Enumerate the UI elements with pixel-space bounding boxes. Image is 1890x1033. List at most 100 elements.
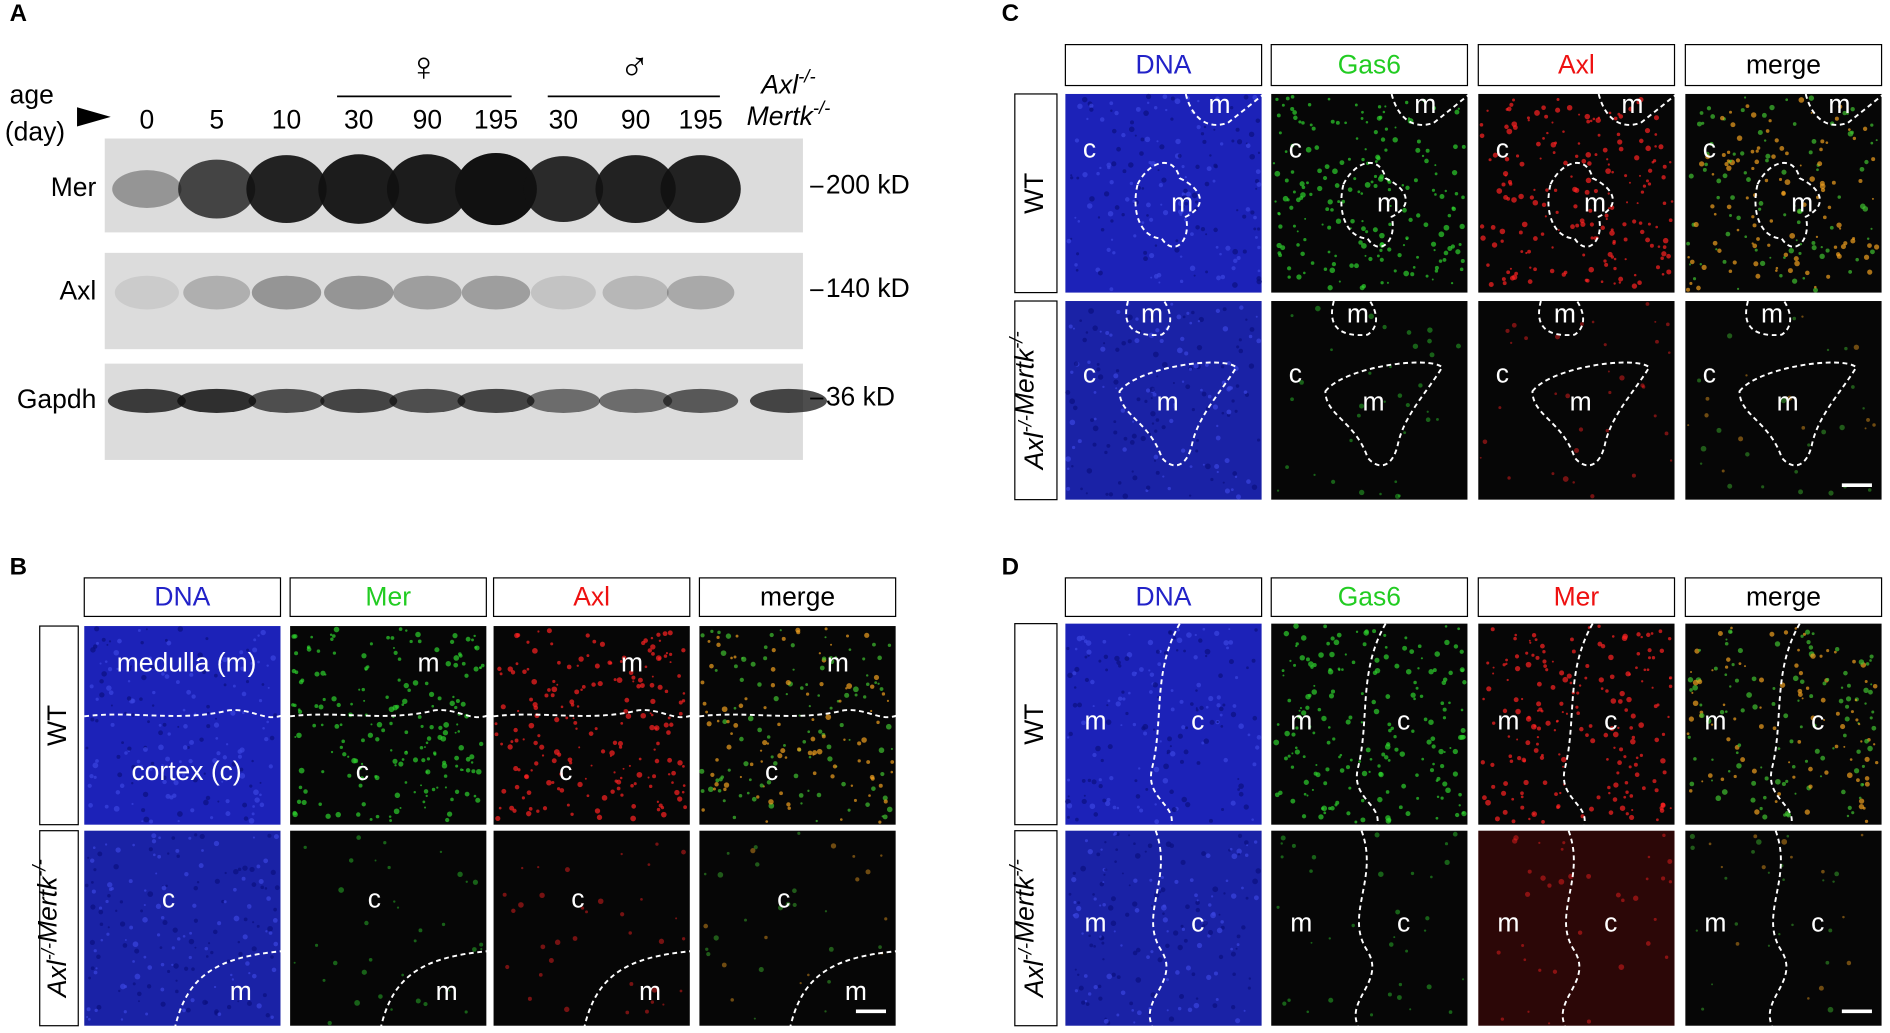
column-header-box — [1270, 577, 1469, 618]
signal-speck — [759, 783, 764, 788]
signal-speck — [514, 632, 520, 639]
region-boundary — [1531, 300, 1651, 467]
signal-speck — [1330, 348, 1333, 352]
signal-speck — [1384, 744, 1391, 750]
signal-speck — [1148, 669, 1151, 672]
blot-label: Gapdh — [17, 384, 96, 414]
signal-speck — [829, 658, 835, 665]
signal-speck — [233, 915, 240, 922]
signal-speck — [1330, 208, 1334, 212]
signal-speck — [1862, 407, 1865, 410]
signal-speck — [1076, 973, 1080, 977]
signal-speck — [1509, 759, 1514, 764]
signal-speck — [1434, 265, 1439, 270]
signal-speck — [739, 736, 744, 742]
signal-speck — [1533, 748, 1539, 753]
signal-speck — [1643, 668, 1647, 672]
signal-speck — [1713, 212, 1717, 216]
signal-speck — [1846, 112, 1849, 115]
signal-speck — [1329, 267, 1336, 274]
signal-speck — [576, 705, 580, 708]
band — [177, 388, 257, 413]
signal-speck — [172, 927, 178, 933]
signal-speck — [1798, 251, 1802, 256]
signal-speck — [701, 808, 705, 812]
signal-speck — [1368, 371, 1372, 375]
signal-speck — [1710, 723, 1714, 726]
column-header-box — [1270, 44, 1469, 87]
signal-speck — [1831, 180, 1836, 185]
signal-speck — [1162, 94, 1168, 100]
signal-speck — [1871, 725, 1877, 731]
signal-speck — [1552, 969, 1558, 974]
signal-speck — [1563, 160, 1568, 166]
signal-speck — [1431, 744, 1436, 749]
signal-speck — [1520, 791, 1524, 796]
signal-speck — [1603, 259, 1607, 263]
signal-speck — [1179, 279, 1184, 284]
signal-speck — [1423, 929, 1427, 932]
signal-speck — [415, 631, 421, 638]
signal-speck — [1640, 635, 1643, 639]
signal-speck — [1619, 690, 1625, 697]
signal-speck — [458, 653, 463, 658]
signal-speck — [1585, 733, 1589, 737]
signal-speck — [1222, 703, 1226, 707]
signal-speck — [409, 639, 413, 644]
signal-speck — [1735, 158, 1741, 163]
signal-speck — [1579, 726, 1584, 732]
signal-speck — [1603, 732, 1609, 738]
signal-speck — [1245, 318, 1248, 321]
signal-speck — [1296, 230, 1299, 233]
signal-speck — [1373, 174, 1378, 179]
signal-speck — [1764, 776, 1769, 781]
signal-speck — [464, 673, 469, 678]
signal-speck — [1781, 838, 1788, 845]
signal-speck — [1255, 169, 1261, 175]
signal-speck — [526, 640, 530, 644]
signal-speck — [452, 695, 455, 699]
signal-speck — [438, 725, 443, 730]
signal-speck — [296, 799, 302, 804]
signal-speck — [795, 627, 801, 633]
signal-speck — [1549, 268, 1555, 274]
signal-speck — [1623, 237, 1628, 242]
signal-speck — [677, 760, 683, 766]
signal-speck — [95, 967, 98, 970]
signal-speck — [1775, 778, 1781, 785]
label-superscript: -/- — [38, 943, 59, 960]
signal-speck — [259, 802, 265, 808]
signal-speck — [572, 936, 578, 941]
signal-speck — [1106, 797, 1111, 802]
signal-speck — [1794, 792, 1797, 795]
signal-speck — [1223, 640, 1229, 646]
signal-speck — [1461, 978, 1465, 981]
signal-speck — [1335, 218, 1342, 224]
signal-speck — [1820, 245, 1823, 249]
signal-speck — [390, 1008, 393, 1011]
signal-speck — [268, 931, 273, 935]
signal-speck — [1756, 237, 1760, 241]
signal-speck — [1536, 742, 1539, 746]
signal-speck — [1072, 327, 1075, 330]
signal-speck — [1197, 99, 1200, 103]
signal-speck — [256, 924, 260, 928]
signal-speck — [1185, 191, 1191, 197]
signal-speck — [1403, 270, 1410, 277]
signal-speck — [456, 723, 459, 726]
signal-speck — [1298, 709, 1301, 712]
signal-speck — [1799, 164, 1802, 167]
signal-speck — [171, 963, 174, 967]
signal-speck — [1113, 930, 1116, 933]
signal-speck — [1655, 339, 1659, 344]
signal-speck — [1849, 758, 1853, 761]
signal-speck — [1431, 188, 1436, 192]
signal-speck — [1150, 992, 1156, 998]
signal-speck — [1864, 819, 1869, 824]
signal-speck — [1310, 941, 1313, 944]
signal-speck — [763, 656, 768, 661]
signal-speck — [853, 798, 857, 802]
signal-speck — [529, 697, 534, 702]
signal-speck — [1805, 686, 1810, 690]
